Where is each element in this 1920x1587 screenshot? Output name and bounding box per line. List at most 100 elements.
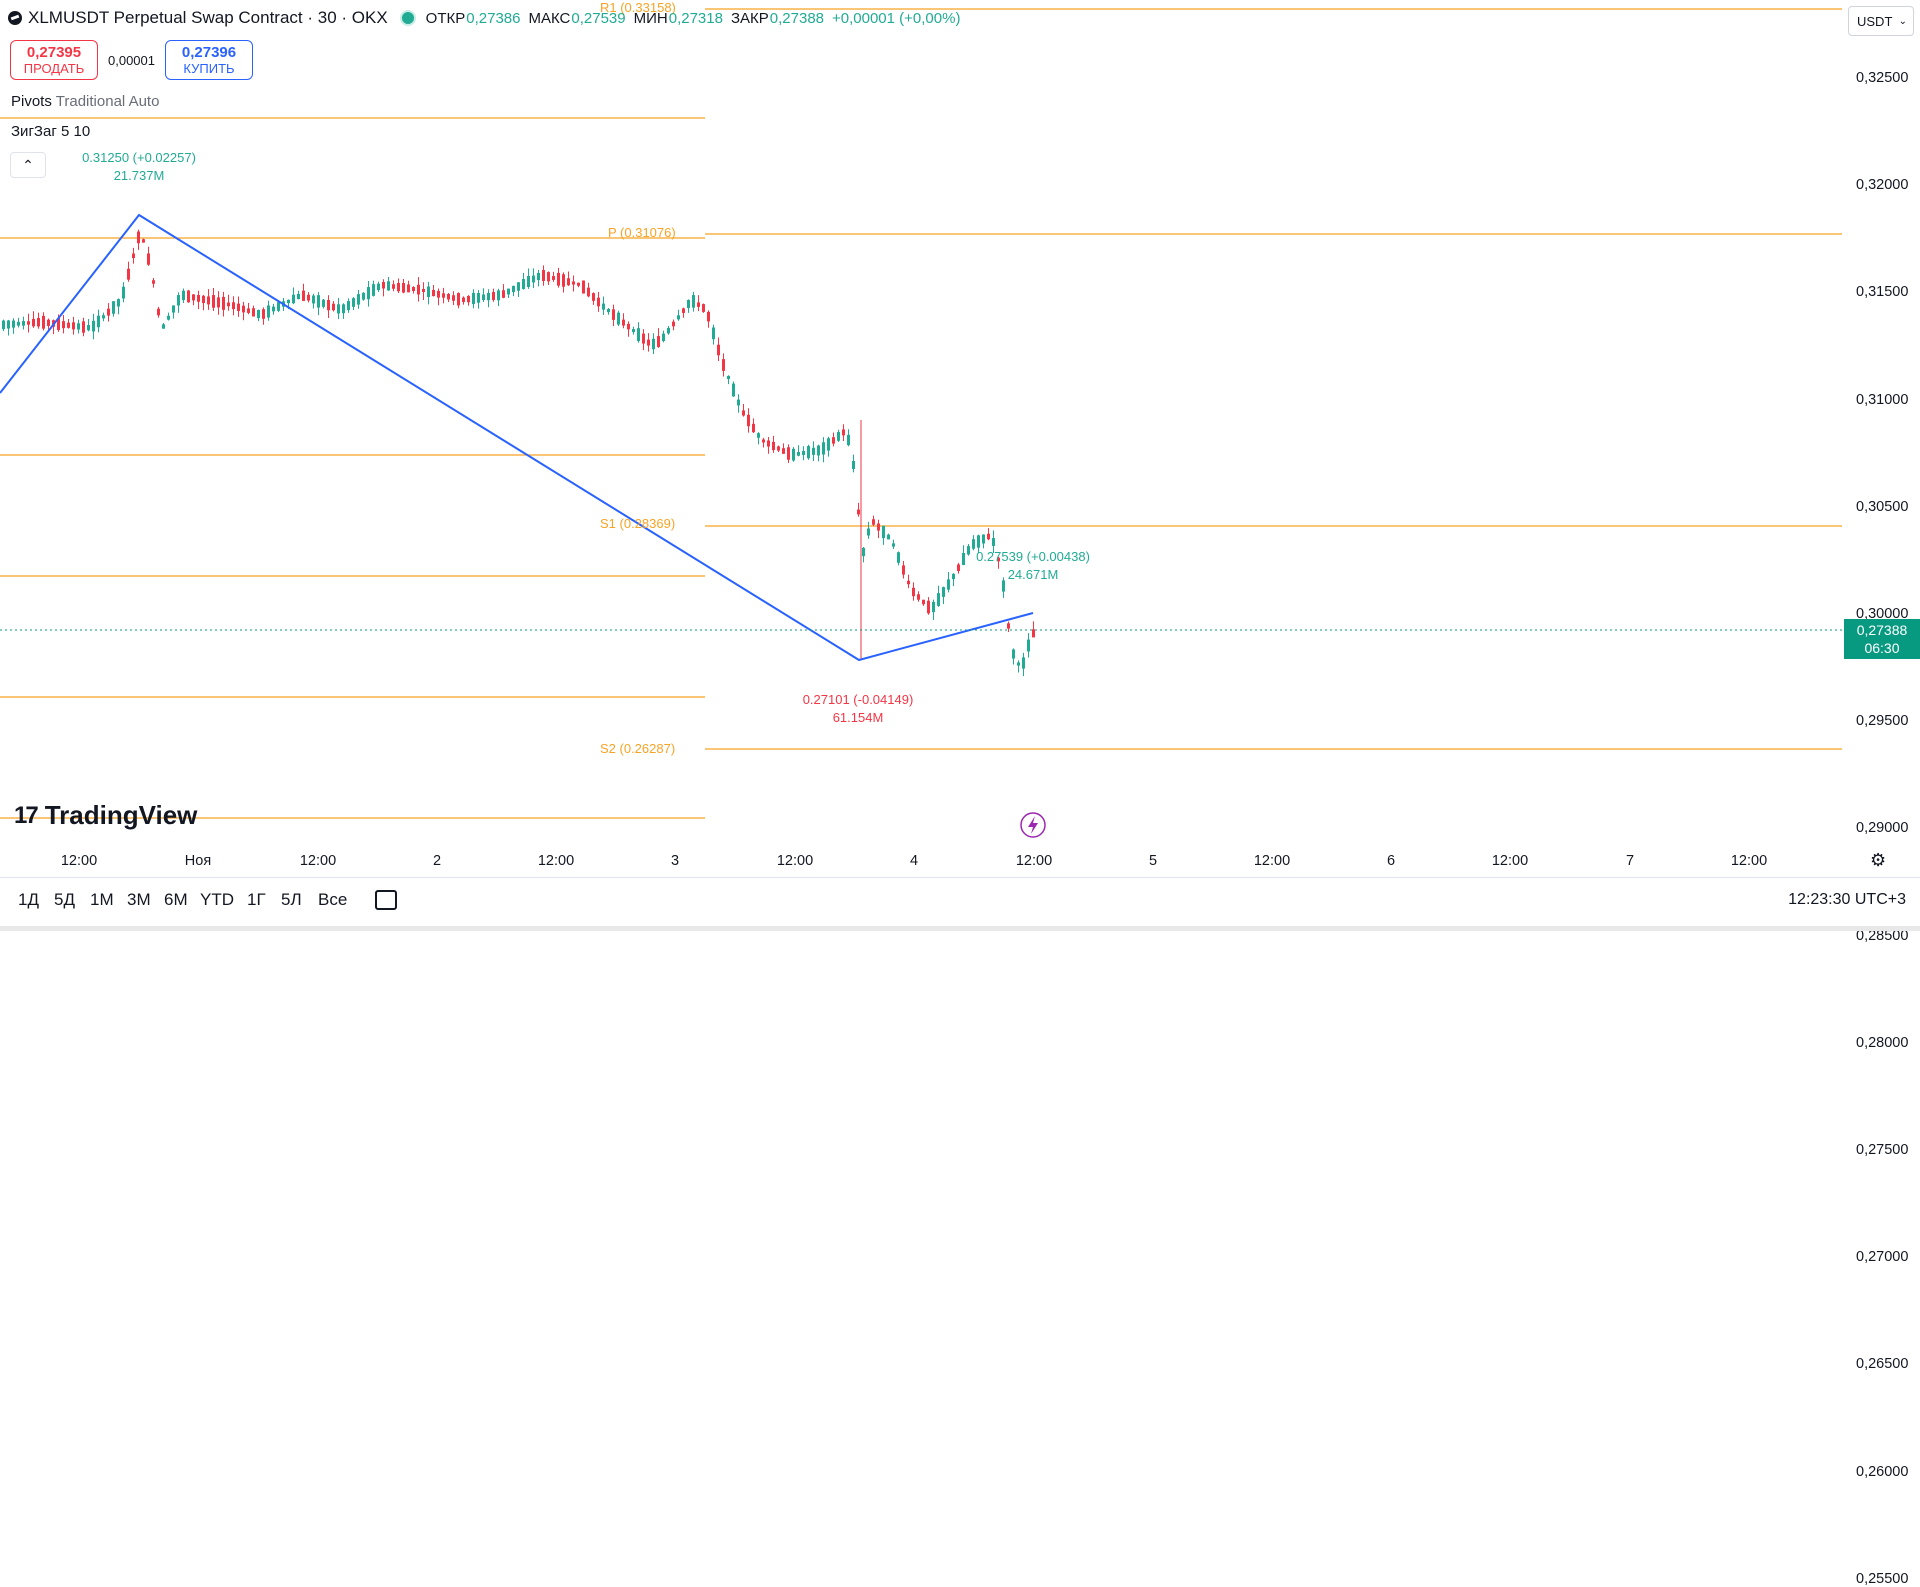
candle-body: [722, 359, 725, 371]
candle-body: [792, 448, 795, 461]
candle-body: [837, 432, 840, 441]
candle-body: [547, 272, 550, 282]
candle-body: [492, 292, 495, 300]
candle-body: [1032, 629, 1035, 638]
price-axis-label: 0,27500: [1856, 1142, 1909, 1158]
candle-body: [452, 295, 455, 301]
time-axis-label: 5: [1148, 853, 1158, 869]
indicator-zigzag[interactable]: ЗигЗаг 5 10: [11, 123, 90, 140]
candle-body: [167, 315, 170, 320]
price-axis-label: 0,29500: [1856, 713, 1909, 730]
buy-button[interactable]: 0,27396 КУПИТЬ: [165, 40, 253, 80]
candle-body: [297, 293, 300, 300]
range-button[interactable]: Все: [318, 890, 348, 909]
range-button[interactable]: 5Д: [54, 890, 75, 909]
candle-body: [292, 294, 295, 304]
candle-body: [387, 281, 390, 291]
candle-body: [482, 294, 485, 301]
candle-body: [822, 442, 825, 455]
candle-body: [622, 319, 625, 326]
candle-body: [312, 295, 315, 304]
candle-body: [587, 287, 590, 297]
pivot-label-p: P (0.31076): [608, 225, 676, 240]
candle-body: [177, 295, 180, 306]
chart-canvas[interactable]: R1 (0.33158) P (0.31076) S1 (0.28369) S2…: [0, 0, 1842, 847]
calendar-range-icon[interactable]: [375, 890, 397, 910]
candle-body: [757, 433, 760, 438]
candle-body: [172, 305, 175, 313]
candle-body: [357, 294, 360, 305]
candle-body: [817, 445, 820, 456]
range-button[interactable]: 3М: [127, 890, 151, 909]
candle-body: [612, 309, 615, 320]
range-button[interactable]: 1Г: [247, 890, 266, 909]
zigzag-params: 5 10: [60, 123, 91, 140]
candle-body: [807, 446, 810, 459]
candle-body: [247, 308, 250, 313]
candle-body: [892, 543, 895, 547]
lightning-icon[interactable]: [1020, 812, 1046, 838]
candle-body: [42, 315, 45, 329]
range-button[interactable]: 1Д: [18, 890, 39, 909]
symbol-title[interactable]: XLMUSDT Perpetual Swap Contract · 30 · O…: [28, 8, 388, 27]
candle-body: [852, 460, 855, 470]
candle-body: [1022, 657, 1025, 669]
candle-body: [562, 274, 565, 287]
price-axis-label: 0,30500: [1856, 498, 1909, 515]
candle-body: [977, 535, 980, 548]
sell-price: 0,27395: [26, 44, 82, 61]
sell-button[interactable]: 0,27395 ПРОДАТЬ: [10, 40, 98, 80]
candle-body: [1002, 580, 1005, 592]
candle-body: [907, 580, 910, 585]
candle-body: [672, 321, 675, 327]
candle-body: [87, 324, 90, 331]
indicator-pivots[interactable]: Pivots Traditional Auto: [11, 93, 159, 110]
candle-body: [267, 305, 270, 318]
candle-body: [237, 303, 240, 312]
price-axis-label: 0,30000: [1856, 606, 1909, 622]
collapse-indicators-button[interactable]: ⌃: [10, 152, 46, 178]
candle-body: [857, 509, 860, 515]
candle-body: [767, 440, 770, 447]
candle-body: [92, 320, 95, 332]
candle-body: [192, 294, 195, 301]
current-price-value: 0,27388: [1856, 622, 1908, 638]
candle-body: [507, 288, 510, 295]
bar-countdown: 06:30: [1864, 640, 1900, 656]
candle-body: [772, 441, 775, 451]
candle-body: [797, 451, 800, 456]
candle-body: [107, 308, 110, 316]
settings-gear-icon[interactable]: ⚙: [1870, 850, 1887, 870]
candle-body: [552, 276, 555, 280]
candle-body: [202, 295, 205, 304]
candle-body: [542, 270, 545, 281]
zigzag-low-volume: 61.154M: [833, 710, 884, 725]
candle-body: [122, 286, 125, 299]
chevron-down-icon: ⌄: [1898, 16, 1907, 27]
candle-body: [302, 290, 305, 301]
time-axis[interactable]: 12:00 Ноя 12:00 2 12:00 3 12:00 4 12:00 5 12:00 6 12…: [0, 847, 1842, 875]
price-axis-label: 0,26000: [1856, 1463, 1909, 1480]
range-button[interactable]: YTD: [200, 890, 234, 909]
candle-body: [37, 317, 40, 327]
candle-body: [702, 304, 705, 312]
candle-body: [72, 322, 75, 330]
currency-select[interactable]: USDT ⌄: [1848, 6, 1914, 36]
clock[interactable]: 12:23:30 UTC+3: [1788, 891, 1906, 908]
candle-body: [992, 538, 995, 546]
candle-body: [427, 286, 430, 298]
low-label: МИН: [633, 9, 668, 27]
price-axis[interactable]: 0,32500 0,32000 0,31500 0,31000 0,30500 0,300…: [1842, 0, 1920, 1587]
range-button[interactable]: 1М: [90, 890, 114, 909]
range-button[interactable]: 6М: [164, 890, 188, 909]
buy-label: КУПИТЬ: [183, 61, 235, 76]
candle-body: [952, 573, 955, 580]
range-button[interactable]: 5Л: [281, 890, 302, 909]
candle-body: [537, 272, 540, 281]
candle-body: [457, 293, 460, 306]
candle-body: [47, 319, 50, 326]
time-axis-label: Ноя: [184, 853, 212, 869]
candle-body: [67, 322, 70, 328]
time-axis-label: 12:00: [1491, 853, 1529, 869]
time-axis-label: 12:00: [1015, 853, 1053, 869]
